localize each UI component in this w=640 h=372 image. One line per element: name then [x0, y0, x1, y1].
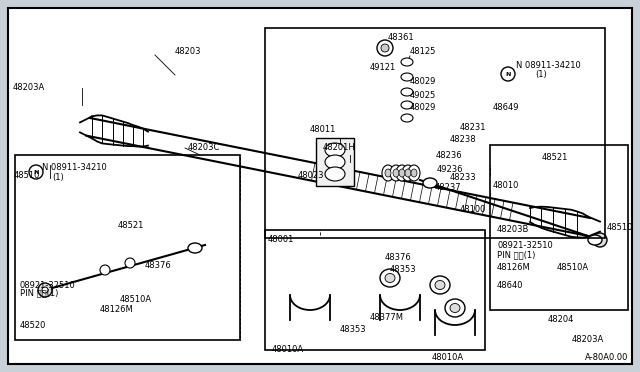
Text: 48510: 48510 [607, 224, 634, 232]
Text: 48001: 48001 [268, 235, 294, 244]
Text: 48237: 48237 [435, 183, 461, 192]
Text: PIN ピン(1): PIN ピン(1) [20, 289, 58, 298]
Circle shape [42, 287, 48, 293]
Ellipse shape [188, 243, 202, 253]
Ellipse shape [411, 169, 417, 177]
Text: 48029: 48029 [410, 77, 436, 87]
Text: N 08911-34210: N 08911-34210 [42, 163, 107, 172]
Ellipse shape [396, 165, 408, 181]
Ellipse shape [393, 169, 399, 177]
Text: 48010A: 48010A [272, 346, 304, 355]
Circle shape [125, 258, 135, 268]
Text: 48236: 48236 [436, 151, 463, 160]
Ellipse shape [381, 44, 389, 52]
Text: PIN ピン(1): PIN ピン(1) [497, 250, 536, 260]
Ellipse shape [402, 165, 414, 181]
Text: 48011: 48011 [310, 125, 337, 135]
Text: 48203A: 48203A [572, 336, 604, 344]
Text: 08921-32510: 08921-32510 [20, 280, 76, 289]
Ellipse shape [399, 169, 405, 177]
Text: 48126M: 48126M [497, 263, 531, 273]
Text: 48023: 48023 [298, 170, 324, 180]
Text: 49236: 49236 [437, 166, 463, 174]
Bar [15, 155, 240, 340]
Text: 48204: 48204 [548, 315, 574, 324]
Ellipse shape [390, 165, 402, 181]
Text: 48029: 48029 [410, 103, 436, 112]
Text: 48521: 48521 [118, 221, 145, 230]
Ellipse shape [423, 178, 437, 188]
Ellipse shape [385, 273, 395, 282]
Text: 48521: 48521 [542, 154, 568, 163]
Text: (1): (1) [535, 70, 547, 78]
Bar [316, 138, 354, 186]
Bar [490, 145, 628, 310]
Text: A-80A0.00: A-80A0.00 [584, 353, 628, 362]
Text: 48520: 48520 [20, 321, 46, 330]
Text: 48231: 48231 [460, 124, 486, 132]
Ellipse shape [325, 143, 345, 157]
Ellipse shape [382, 165, 394, 181]
Ellipse shape [325, 167, 345, 181]
Text: 48203C: 48203C [188, 144, 220, 153]
Circle shape [593, 233, 607, 247]
Text: 48510A: 48510A [120, 295, 152, 305]
Ellipse shape [401, 58, 413, 66]
Text: 48649: 48649 [493, 103, 520, 112]
Text: (1): (1) [52, 173, 64, 182]
Text: 48203A: 48203A [13, 83, 45, 92]
Ellipse shape [588, 235, 602, 245]
Ellipse shape [380, 269, 400, 287]
Text: 48376: 48376 [145, 260, 172, 269]
Text: 48203: 48203 [175, 47, 202, 56]
Circle shape [501, 67, 515, 81]
Text: 48201H: 48201H [323, 144, 356, 153]
Ellipse shape [445, 299, 465, 317]
Text: 48010A: 48010A [432, 353, 464, 362]
Text: 48510: 48510 [14, 171, 40, 180]
Ellipse shape [450, 304, 460, 312]
Text: 48125: 48125 [410, 48, 436, 57]
Text: 48640: 48640 [497, 280, 524, 289]
Text: 48233: 48233 [450, 173, 477, 183]
Text: 48353: 48353 [340, 326, 367, 334]
Text: 48203B: 48203B [497, 225, 529, 234]
Ellipse shape [377, 40, 393, 56]
Ellipse shape [430, 276, 450, 294]
Ellipse shape [435, 280, 445, 289]
Circle shape [29, 165, 43, 179]
Ellipse shape [401, 114, 413, 122]
Circle shape [38, 283, 52, 297]
Ellipse shape [385, 169, 391, 177]
Text: 48238: 48238 [450, 135, 477, 144]
Ellipse shape [405, 169, 411, 177]
Text: 48376: 48376 [385, 253, 412, 263]
Circle shape [100, 265, 110, 275]
Text: 48010: 48010 [493, 180, 520, 189]
Text: 48353: 48353 [390, 266, 417, 275]
Text: 49025: 49025 [410, 90, 436, 99]
Text: 48100: 48100 [460, 205, 486, 215]
Text: 49121: 49121 [370, 64, 396, 73]
Text: 48361: 48361 [388, 32, 415, 42]
Ellipse shape [401, 88, 413, 96]
Text: 08921-32510: 08921-32510 [497, 241, 553, 250]
Text: N: N [506, 71, 511, 77]
Ellipse shape [408, 165, 420, 181]
Text: N: N [33, 170, 38, 174]
Bar [265, 230, 485, 350]
Ellipse shape [325, 155, 345, 169]
Text: 48510A: 48510A [557, 263, 589, 273]
Ellipse shape [401, 101, 413, 109]
Text: N 08911-34210: N 08911-34210 [516, 61, 580, 70]
Ellipse shape [401, 73, 413, 81]
Bar [265, 28, 605, 238]
Text: 48377M: 48377M [370, 314, 404, 323]
Text: 48126M: 48126M [100, 305, 134, 314]
